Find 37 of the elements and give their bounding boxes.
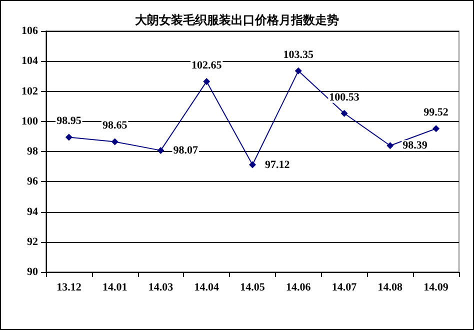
x-tick-label: 13.12 (56, 282, 82, 294)
y-tick-label: 90 (27, 266, 38, 278)
x-tick-label: 14.09 (424, 282, 449, 294)
y-tick-label: 100 (22, 115, 38, 128)
data-label: 98.07 (173, 144, 198, 156)
x-tick-label: 14.07 (332, 282, 358, 294)
x-tick-label: 14.08 (378, 282, 404, 294)
point (294, 67, 302, 74)
chart-title: 大朗女装毛织服装出口价格月指数走势 (135, 13, 339, 27)
x-tick-label: 14.06 (286, 282, 312, 294)
data-label: 98.39 (402, 140, 428, 152)
data-label: 103.35 (283, 48, 314, 61)
y-tick-label: 98 (27, 146, 38, 158)
point (340, 110, 348, 117)
data-label: 97.12 (265, 158, 290, 171)
data-label: 98.65 (102, 120, 128, 132)
data-label: 102.65 (191, 59, 222, 72)
y-tick-label: 94 (27, 206, 38, 218)
x-tick-label: 14.04 (194, 282, 220, 294)
x-tick-label: 14.01 (102, 282, 128, 294)
y-tick-label: 96 (27, 176, 38, 188)
y-tick-label: 102 (22, 85, 38, 98)
y-tick-label: 104 (22, 55, 38, 68)
y-tick-label: 106 (22, 25, 38, 37)
point (157, 146, 164, 154)
point (111, 138, 118, 146)
point (65, 134, 72, 141)
y-tick-label: 92 (27, 236, 38, 248)
x-tick-label: 14.03 (148, 282, 174, 294)
data-label: 99.52 (424, 106, 449, 119)
data-label: 100.53 (329, 91, 360, 104)
point (432, 125, 440, 132)
data-label: 98.95 (56, 115, 82, 128)
point (386, 142, 394, 150)
point (249, 161, 256, 168)
x-tick-label: 14.05 (240, 282, 266, 294)
point (203, 78, 210, 85)
